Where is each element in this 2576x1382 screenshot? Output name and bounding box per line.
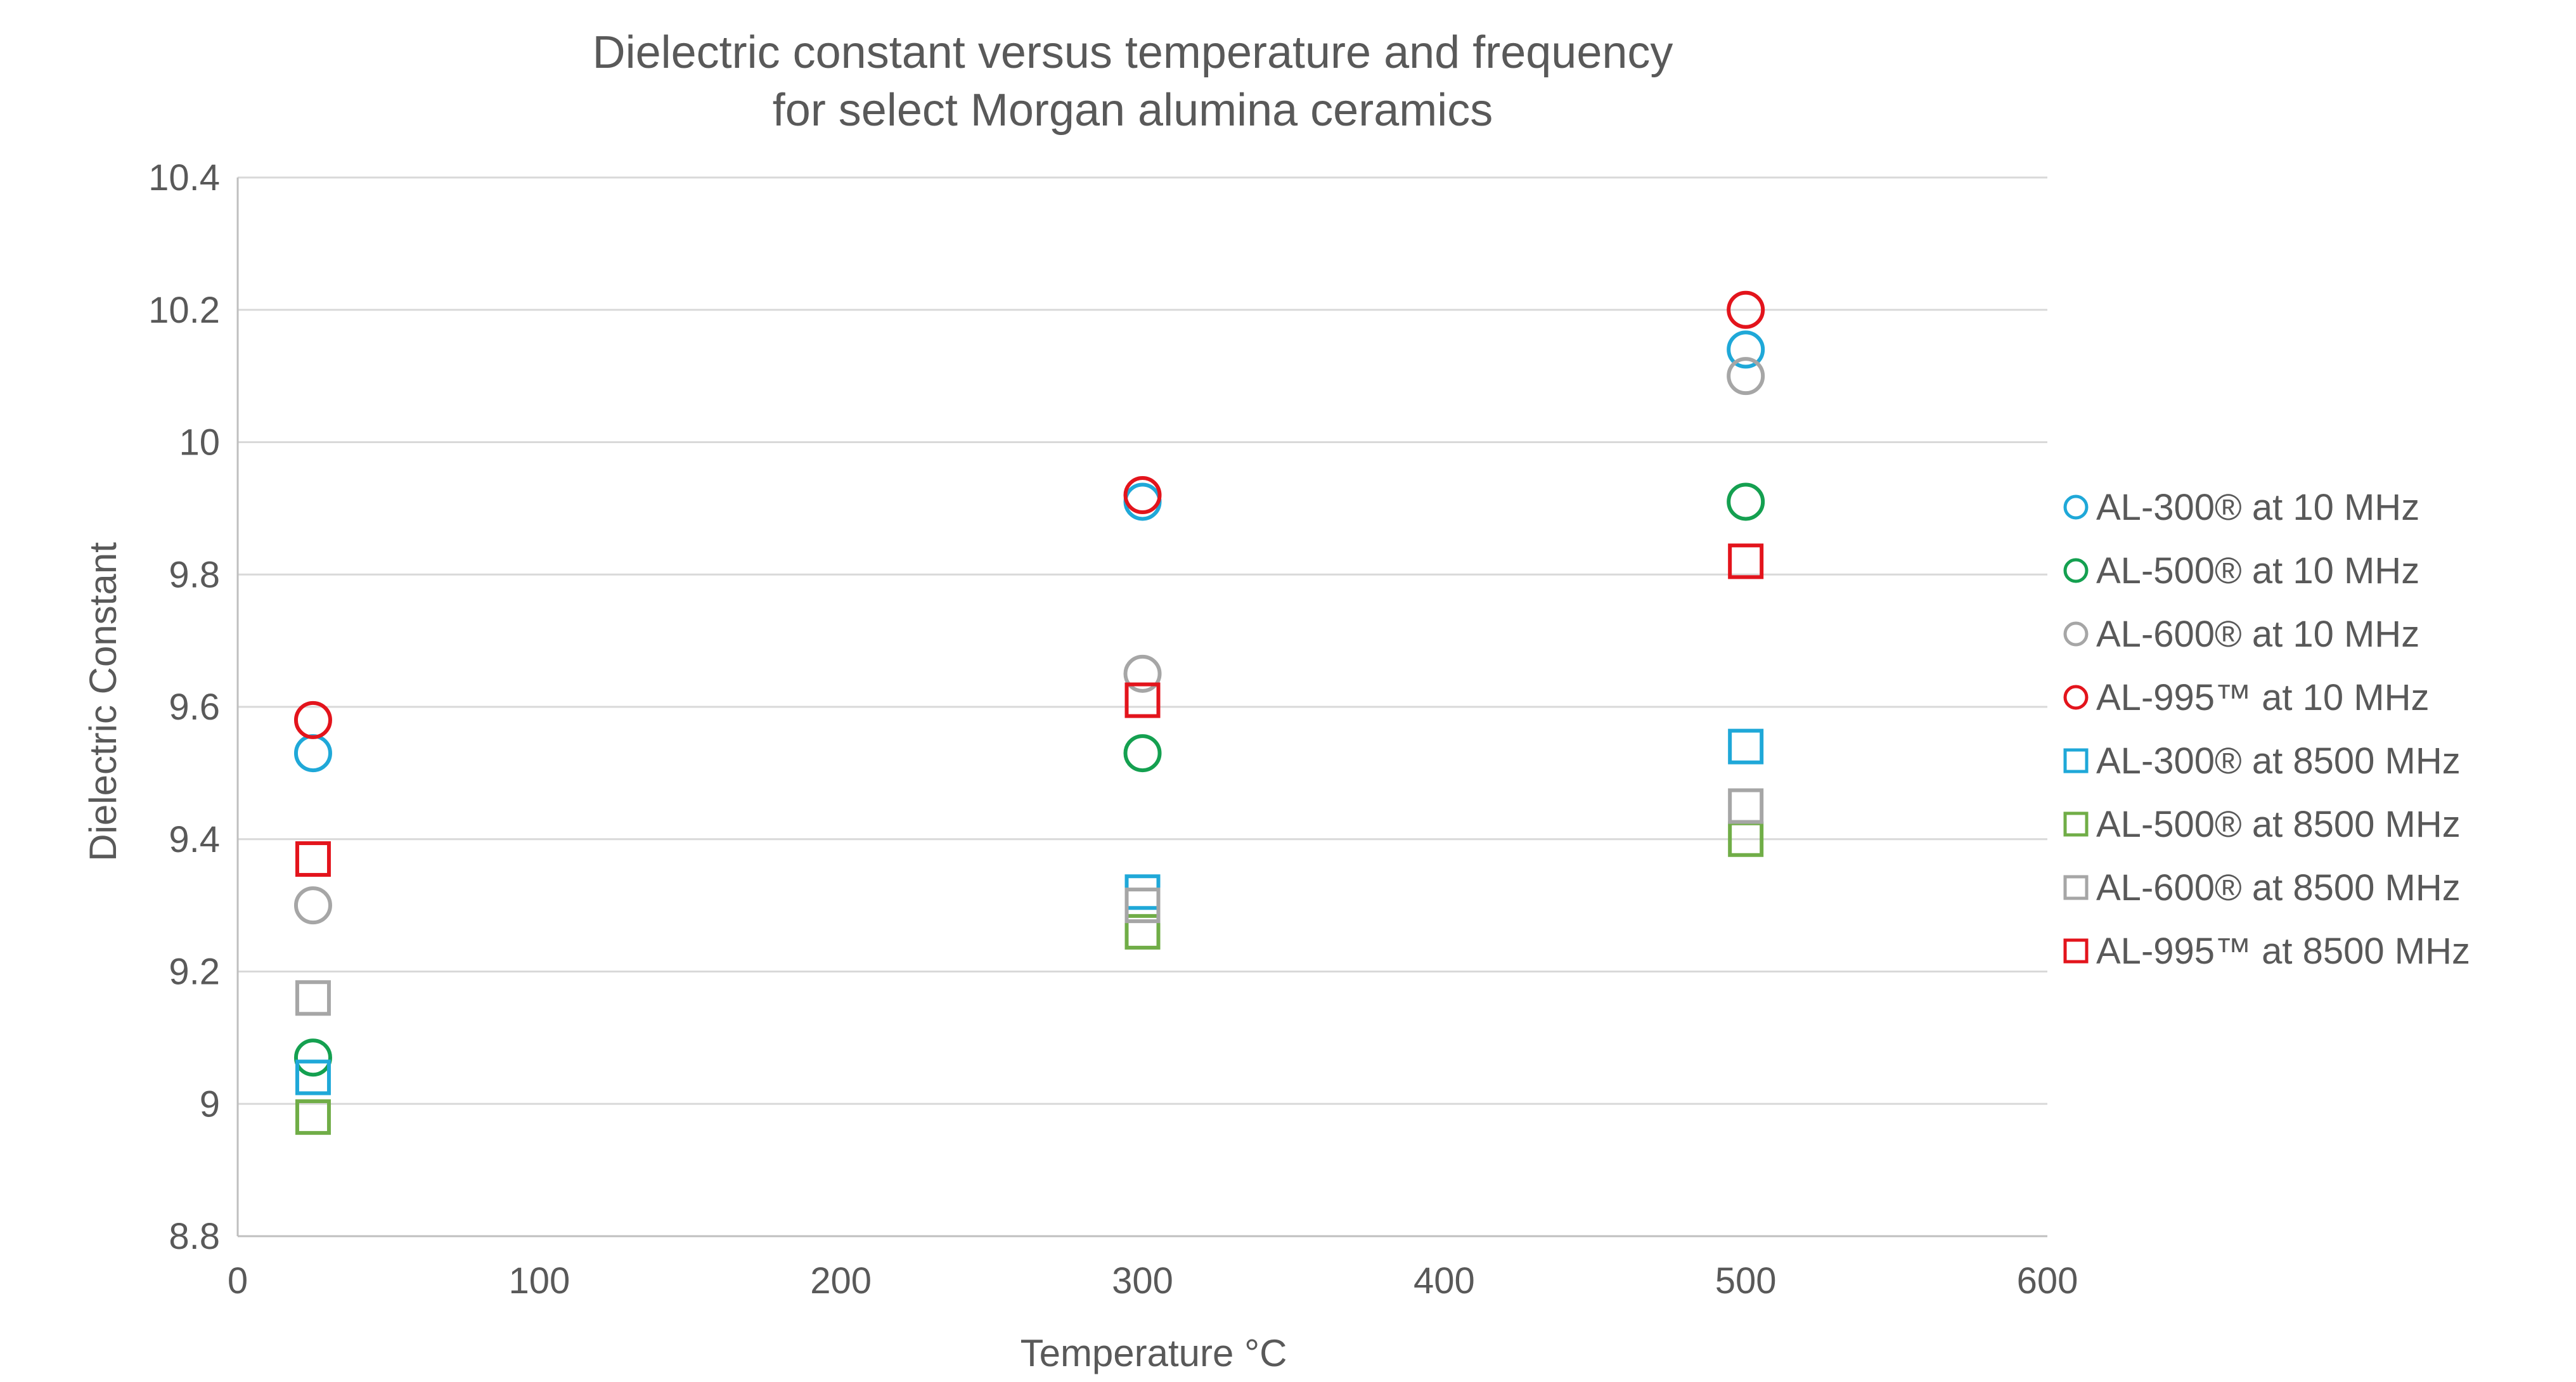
legend-item: AL-500® at 10 MHz — [2063, 550, 2419, 591]
legend-label: AL-500® at 8500 MHz — [2096, 804, 2461, 845]
y-tick-label: 9.2 — [169, 952, 220, 993]
x-tick-label: 500 — [1715, 1260, 1777, 1301]
data-point-square — [1124, 888, 1161, 924]
legend: AL-300® at 10 MHz AL-500® at 10 MHz AL-600… — [2063, 487, 2470, 972]
x-tick-label: 600 — [2017, 1260, 2078, 1301]
legend-marker-square — [2063, 811, 2089, 837]
x-axis-label: Temperature °C — [1021, 1332, 1287, 1374]
legend-marker-circle — [2063, 558, 2089, 583]
chart-title-line-2: for select Morgan alumina ceramics — [773, 85, 1493, 136]
y-tick-label: 10.4 — [148, 157, 220, 198]
data-markers — [293, 290, 1765, 1135]
data-point-square — [1124, 682, 1161, 718]
data-point-circle — [293, 1038, 332, 1077]
legend-item: AL-995™ at 8500 MHz — [2063, 931, 2470, 972]
y-tick-labels: 8.8 9 9.2 9.4 9.6 9.8 10 10.2 10.4 — [148, 157, 220, 1257]
data-point-circle — [293, 701, 332, 739]
legend-label: AL-300® at 8500 MHz — [2096, 740, 2461, 782]
x-tick-label: 100 — [508, 1260, 570, 1301]
y-axis-label: Dielectric Constant — [82, 542, 124, 862]
axes — [236, 178, 2047, 1237]
legend-marker-square — [2063, 875, 2089, 900]
data-point-circle — [1727, 290, 1765, 329]
legend-marker-circle — [2063, 494, 2089, 520]
data-point-square — [1728, 728, 1764, 765]
legend-label: AL-995™ at 10 MHz — [2096, 677, 2429, 718]
x-tick-label: 0 — [228, 1260, 248, 1301]
legend-item: AL-995™ at 10 MHz — [2063, 677, 2429, 718]
legend-label: AL-300® at 10 MHz — [2096, 487, 2419, 528]
legend-marker-square — [2063, 938, 2089, 964]
data-point-square — [1124, 914, 1161, 950]
data-point-square — [295, 1059, 331, 1095]
y-tick-label: 9 — [200, 1083, 220, 1125]
data-point-circle — [293, 886, 332, 925]
data-point-circle — [293, 734, 332, 773]
x-tick-labels: 0 100 200 300 400 500 600 — [228, 1260, 2078, 1301]
data-point-circle — [1123, 654, 1162, 693]
x-tick-label: 400 — [1414, 1260, 1475, 1301]
data-point-square — [1728, 543, 1764, 579]
data-point-circle — [1123, 476, 1162, 514]
y-tick-label: 9.8 — [169, 554, 220, 595]
y-tick-label: 9.4 — [169, 819, 220, 860]
data-point-square — [1124, 874, 1161, 910]
data-point-square — [1728, 788, 1764, 824]
gridlines — [238, 176, 2047, 1105]
data-point-square — [295, 980, 331, 1016]
y-tick-label: 10 — [179, 422, 220, 463]
chart-title-line-1: Dielectric constant versus temperature a… — [593, 27, 1673, 78]
legend-item: AL-300® at 10 MHz — [2063, 487, 2419, 528]
legend-marker-square — [2063, 748, 2089, 773]
legend-item: AL-600® at 8500 MHz — [2063, 867, 2461, 908]
data-point-circle — [1727, 330, 1765, 369]
y-tick-label: 8.8 — [169, 1216, 220, 1257]
legend-item: AL-600® at 10 MHz — [2063, 614, 2419, 655]
data-point-circle — [1727, 482, 1765, 521]
legend-label: AL-600® at 8500 MHz — [2096, 867, 2461, 908]
legend-label: AL-600® at 10 MHz — [2096, 614, 2419, 655]
y-tick-label: 9.6 — [169, 687, 220, 728]
data-point-circle — [1727, 357, 1765, 396]
x-tick-label: 300 — [1112, 1260, 1173, 1301]
data-point-square — [295, 1099, 331, 1135]
legend-label: AL-995™ at 8500 MHz — [2096, 931, 2470, 972]
legend-item: AL-300® at 8500 MHz — [2063, 740, 2461, 782]
data-point-square — [295, 841, 331, 877]
y-tick-label: 10.2 — [148, 290, 220, 331]
x-tick-label: 200 — [810, 1260, 872, 1301]
legend-item: AL-500® at 8500 MHz — [2063, 804, 2461, 845]
data-point-circle — [1123, 734, 1162, 773]
legend-label: AL-500® at 10 MHz — [2096, 550, 2419, 591]
legend-marker-circle — [2063, 685, 2089, 710]
legend-marker-circle — [2063, 621, 2089, 647]
